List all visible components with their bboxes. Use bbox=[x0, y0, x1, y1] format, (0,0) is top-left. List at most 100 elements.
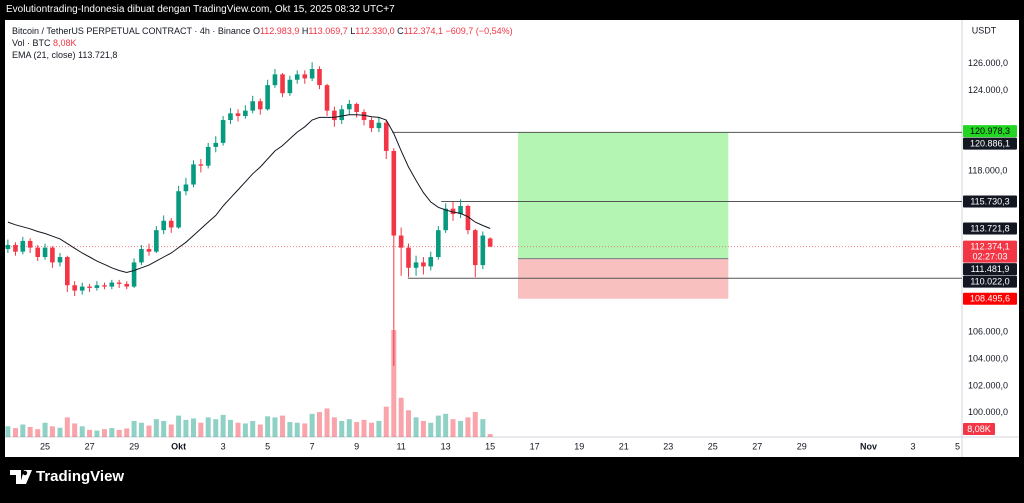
candle-body bbox=[324, 85, 330, 111]
volume-bar bbox=[131, 420, 137, 437]
price-tag bbox=[963, 275, 1017, 288]
candle-body bbox=[302, 74, 308, 79]
x-tick-label: 27 bbox=[752, 441, 762, 451]
x-tick-label: 13 bbox=[441, 441, 451, 451]
volume-bar bbox=[94, 430, 100, 437]
candle-body bbox=[250, 101, 256, 111]
legend-ema-row: EMA (21, close) 113.721,8 bbox=[12, 49, 513, 61]
x-tick-label: 27 bbox=[85, 441, 95, 451]
volume-bar bbox=[5, 426, 11, 437]
axes: 126.000,0124.000,0120.000,0118.000,0106.… bbox=[40, 58, 1017, 451]
volume-bar bbox=[287, 422, 293, 437]
candle-body bbox=[205, 146, 211, 166]
x-tick-label: 5 bbox=[955, 441, 960, 451]
volume-bar bbox=[443, 413, 449, 437]
candle-body bbox=[421, 262, 426, 267]
price-tag bbox=[963, 137, 1017, 150]
price-tag-label: 120.886,1 bbox=[970, 138, 1010, 148]
candle-body bbox=[376, 122, 382, 129]
candle-body bbox=[228, 113, 233, 121]
volume-bar bbox=[480, 419, 486, 437]
currency: USDT bbox=[972, 25, 997, 35]
candle-body bbox=[116, 282, 122, 284]
volume-bar bbox=[72, 423, 78, 437]
volume-bar bbox=[146, 425, 152, 437]
price-tag bbox=[963, 263, 1017, 276]
ohlc-value: 112.374,1 bbox=[403, 26, 444, 36]
candle-body bbox=[35, 247, 41, 258]
price-tag-label: 113.721,8 bbox=[970, 223, 1009, 233]
volume-bar bbox=[168, 424, 174, 437]
volume-bar bbox=[265, 416, 271, 437]
candle-body bbox=[458, 205, 463, 215]
volume-tag-label: 8,08K bbox=[967, 424, 991, 434]
candle-body bbox=[109, 282, 115, 287]
candle-body bbox=[243, 110, 248, 117]
y-tick-label: 126.000,0 bbox=[968, 58, 1008, 68]
candle-body bbox=[198, 164, 204, 166]
candle-body bbox=[443, 208, 448, 231]
legend: Bitcoin / TetherUS PERPETUAL CONTRACT · … bbox=[12, 25, 513, 61]
volume-bar bbox=[458, 420, 464, 437]
volume-bar bbox=[369, 422, 375, 437]
ohlc-value: 112.330,0 bbox=[355, 26, 395, 36]
candle-body bbox=[65, 257, 70, 286]
price-tag-label: 108.495,6 bbox=[970, 294, 1010, 304]
ohlc-key: O bbox=[252, 26, 260, 36]
price-tag bbox=[963, 240, 1017, 263]
candle-body bbox=[480, 235, 486, 266]
volume-bar bbox=[280, 415, 286, 437]
candle-body bbox=[87, 286, 92, 288]
candle-body bbox=[406, 247, 411, 268]
price-tag-label: 120.978,3 bbox=[970, 126, 1010, 136]
candle-body bbox=[191, 164, 196, 185]
y-tick-label: 102.000,0 bbox=[968, 380, 1008, 390]
volume-bar bbox=[227, 419, 233, 437]
y-tick-label: 118.000,0 bbox=[968, 165, 1007, 175]
legend-volume-row: Vol · BTC 8,08K bbox=[12, 37, 513, 49]
candle-body bbox=[294, 74, 300, 80]
volume-bar bbox=[435, 415, 441, 437]
candle-body bbox=[309, 69, 315, 79]
candle-body bbox=[131, 262, 137, 287]
candle-body bbox=[102, 285, 107, 287]
caption: Evolutiontrading-Indonesia dibuat dengan… bbox=[6, 4, 395, 15]
candle-body bbox=[42, 247, 48, 258]
x-tick-label: 25 bbox=[40, 441, 50, 451]
volume-bar bbox=[235, 422, 241, 437]
y-tick-label: 124.000,0 bbox=[968, 85, 1008, 95]
x-tick-label: 17 bbox=[530, 441, 540, 451]
x-tick-label: 11 bbox=[396, 441, 405, 451]
volume-bar bbox=[138, 422, 144, 437]
x-tick-label: 21 bbox=[619, 441, 629, 451]
volume-bar bbox=[124, 428, 130, 437]
price-tag bbox=[963, 292, 1017, 305]
symbol-title: Bitcoin / TetherUS PERPETUAL CONTRACT · … bbox=[12, 26, 251, 36]
candle-body bbox=[265, 85, 270, 110]
volume-label: Vol · BTC bbox=[12, 38, 51, 48]
x-tick-label: 5 bbox=[265, 441, 270, 451]
volume-bar bbox=[420, 420, 426, 437]
candle-body bbox=[339, 109, 345, 121]
volume-bar bbox=[354, 422, 360, 437]
volume-bar bbox=[183, 419, 189, 437]
volume-bar bbox=[316, 412, 322, 437]
volume-tag bbox=[963, 423, 995, 435]
candle-body bbox=[369, 120, 374, 129]
candle-body bbox=[154, 230, 159, 252]
volume-bar bbox=[205, 417, 211, 437]
volume-bar bbox=[116, 429, 122, 437]
candle-body bbox=[5, 244, 11, 249]
price-tag-label: 115.730,3 bbox=[970, 196, 1009, 206]
logo-dot bbox=[22, 470, 28, 476]
volume-bar bbox=[176, 415, 182, 437]
volume-bar bbox=[450, 419, 456, 437]
candle-body bbox=[280, 74, 285, 94]
ema-line bbox=[7, 114, 491, 274]
candle-body bbox=[428, 257, 434, 267]
volume-bar bbox=[398, 397, 404, 437]
x-tick-label: Okt bbox=[171, 441, 186, 451]
volume-bar bbox=[20, 424, 26, 437]
volume-bar bbox=[391, 330, 397, 437]
